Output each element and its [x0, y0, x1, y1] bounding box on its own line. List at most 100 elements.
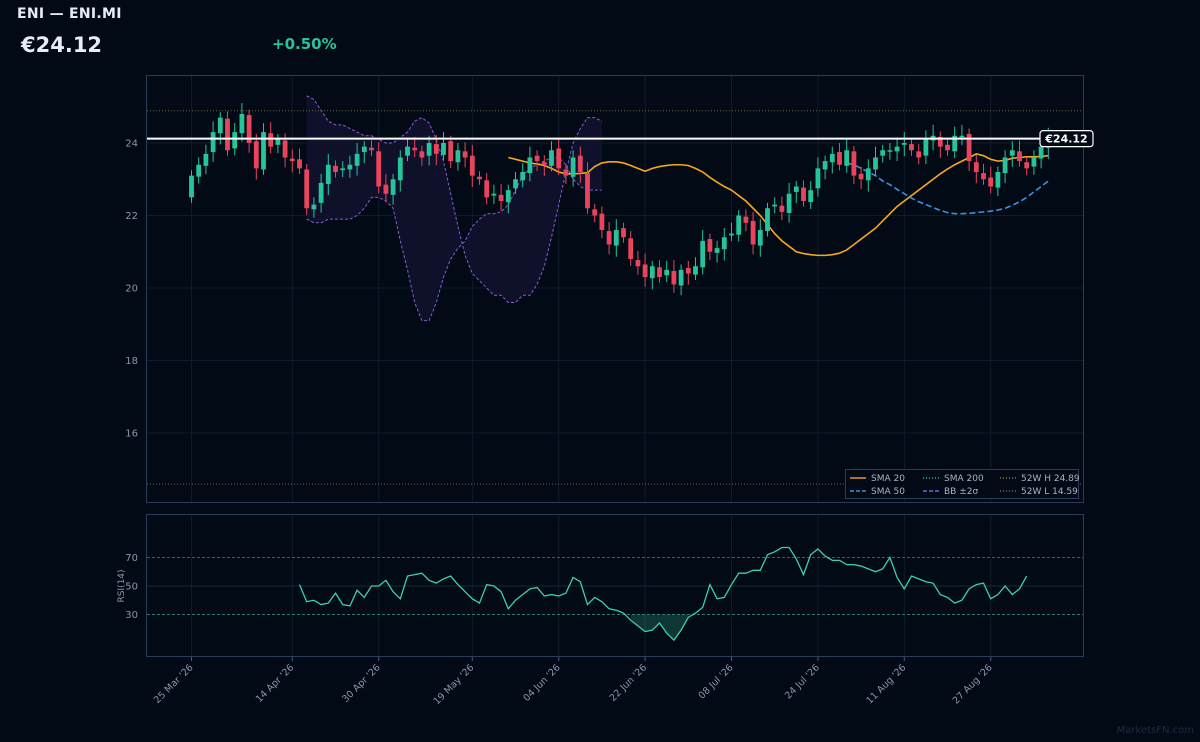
candle-body: [455, 150, 461, 163]
last-price-label: €24.12: [1044, 133, 1087, 146]
x-tick-label: 30 Apr '26: [340, 662, 383, 705]
candle-body: [1038, 146, 1044, 159]
candle-body: [793, 186, 799, 192]
candle-body: [203, 153, 209, 166]
legend-label: 52W H 24.89: [1021, 474, 1080, 484]
candle-body: [678, 269, 684, 286]
candle-body: [901, 143, 907, 145]
candle-body: [642, 264, 648, 278]
candle-body: [1002, 157, 1008, 174]
candle-body: [397, 157, 403, 181]
price-y-tick: 18: [125, 356, 138, 367]
candle-body: [606, 231, 612, 245]
candle-body: [484, 180, 490, 198]
candle-body: [275, 139, 281, 145]
candle-body: [858, 173, 864, 180]
candle-body: [1009, 150, 1015, 156]
candle-body: [376, 151, 382, 187]
candle-body: [513, 179, 518, 189]
candle-body: [1024, 162, 1030, 169]
candle-body: [196, 164, 202, 177]
candle-body: [469, 155, 475, 176]
legend-label: SMA 200: [944, 474, 984, 484]
candle-body: [311, 204, 317, 210]
price-y-tick: 20: [125, 284, 138, 295]
candle-body: [966, 133, 972, 162]
x-tick-label: 04 Jun '26: [521, 662, 562, 703]
candle-body: [297, 159, 302, 169]
candle-body: [808, 190, 814, 203]
candle-body: [721, 237, 727, 250]
price-y-tick: 22: [125, 211, 138, 222]
candle-body: [491, 193, 497, 196]
moving-averages: [508, 153, 1049, 257]
candle-body: [210, 132, 216, 153]
candle-body: [369, 147, 374, 151]
candle-body: [217, 117, 223, 134]
legend-box: [845, 469, 1079, 499]
candle-body: [685, 268, 691, 274]
last-price-line: €24.12: [147, 130, 1094, 148]
candle-body: [189, 175, 194, 198]
candle-body: [700, 240, 706, 268]
candle-body: [383, 184, 389, 194]
candle-body: [952, 135, 958, 152]
candle-body: [282, 140, 288, 158]
candle-body: [239, 114, 245, 134]
candle-body: [851, 151, 857, 176]
candle-body: [253, 141, 259, 169]
sma20-line: [508, 153, 1049, 257]
chart-title: ENI — ENI.MI: [17, 6, 122, 22]
candle-body: [289, 158, 295, 162]
candle-body: [880, 150, 886, 156]
candle-body: [772, 204, 778, 207]
candle-body: [815, 168, 821, 189]
candle-body: [592, 209, 598, 216]
candle-body: [714, 248, 720, 253]
candle-body: [894, 146, 900, 152]
x-tick-label: 25 Mar '26: [152, 662, 196, 706]
candle-body: [340, 168, 346, 171]
legend: SMA 20 SMA 200 52W H 24.89 SMA 50 BB ±2σ 52W …: [845, 469, 1080, 499]
x-tick-label: 24 Jul '26: [783, 662, 822, 701]
candle-body: [354, 153, 360, 166]
candle-body: [743, 216, 749, 223]
candle-body: [541, 162, 547, 165]
candle-body: [995, 172, 1001, 188]
price-change: +0.50%: [272, 35, 337, 53]
candle-body: [405, 146, 410, 156]
x-tick-label: 27 Aug '26: [951, 662, 995, 706]
candle-body: [433, 144, 439, 154]
candle-body: [527, 157, 533, 174]
rsi-oversold-fill: [630, 614, 689, 641]
candle-body: [973, 162, 979, 172]
price-y-tick: 24: [125, 139, 138, 150]
candle-body: [1031, 157, 1037, 167]
candle-body: [779, 205, 785, 212]
candle-body: [671, 270, 677, 285]
candle-body: [887, 150, 893, 152]
sma50-line: [846, 162, 1049, 215]
rsi-y-tick: 50: [125, 582, 138, 593]
candle-body: [325, 164, 331, 184]
candle-body: [390, 179, 396, 195]
legend-label: SMA 50: [871, 487, 905, 497]
price-y-tick: 16: [125, 429, 138, 440]
candle-body: [916, 151, 922, 158]
candle-body: [865, 168, 871, 181]
candle-body: [462, 151, 468, 158]
candle-body: [829, 153, 835, 163]
candle-body: [419, 151, 425, 158]
candle-body: [621, 228, 626, 238]
x-tick-labels: 25 Mar '26 14 Apr '26 30 Apr '26 19 May '26…: [152, 657, 995, 707]
candle-body: [333, 165, 338, 172]
candle-body: [613, 230, 619, 246]
candle-body: [657, 267, 662, 278]
candle-body: [556, 148, 562, 169]
current-price: €24.12: [21, 33, 103, 57]
candle-body: [304, 169, 310, 209]
candle-body: [664, 269, 670, 276]
candle-body: [318, 182, 324, 203]
candle-body: [534, 155, 540, 162]
